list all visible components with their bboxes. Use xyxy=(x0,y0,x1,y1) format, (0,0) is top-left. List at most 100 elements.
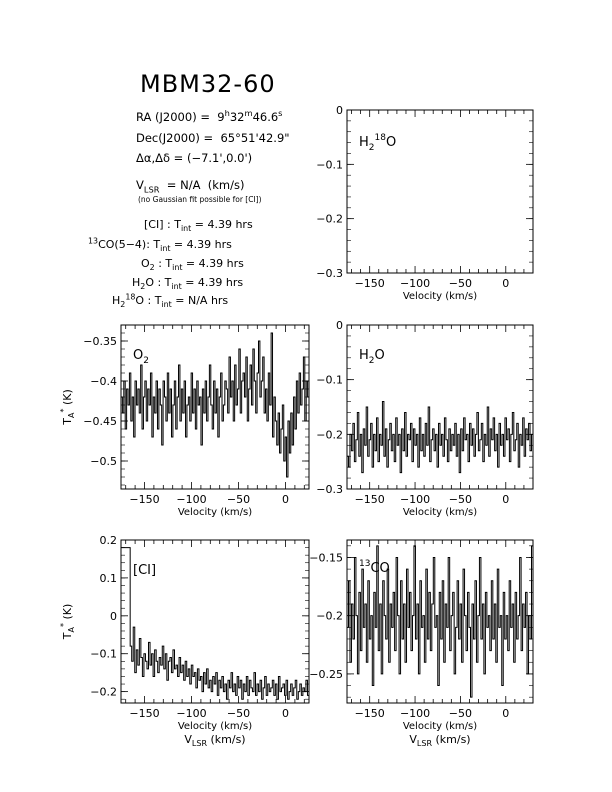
y-tick-label: −0.4 xyxy=(90,375,117,388)
panel-label: 13CO xyxy=(359,559,390,576)
offset-line: Δα,Δδ = (−7.1',0.0') xyxy=(136,151,253,165)
x-tick-label: 0 xyxy=(502,277,509,290)
panel-3: −150 −100 −50 0 0 −0.1 −0.2 −0.3 Velocity (km/s)… xyxy=(316,319,534,518)
tint-ci-value: 4.39 hrs xyxy=(207,218,253,231)
label-part: CO xyxy=(370,561,389,576)
y-tick-label: −0.3 xyxy=(316,483,343,496)
label-part: V xyxy=(409,733,417,746)
spectrum-line xyxy=(347,401,534,479)
panel-1: −150 −100 −50 0 0 −0.1 −0.2 −0.3 Velocity (km/s)… xyxy=(316,104,534,302)
label-part: 2 xyxy=(369,356,375,366)
label-part: A xyxy=(67,627,76,633)
spectrum-line xyxy=(121,332,310,478)
x-tick-label: −150 xyxy=(355,493,385,506)
y-tick-label: −0.3 xyxy=(316,267,343,280)
y-tick-label: −0.2 xyxy=(90,686,117,699)
x-axis-label: Velocity (km/s) xyxy=(403,291,477,302)
y-tick-label: 0 xyxy=(336,319,343,332)
label-part: 2 xyxy=(369,143,375,153)
x-tick-label: −50 xyxy=(449,277,472,290)
panel-label: [CI] xyxy=(133,563,156,578)
spectrum-line xyxy=(347,545,534,698)
tint-o2: O2 : Tint = 4.39 hrs xyxy=(141,257,244,273)
x-tick-label: −50 xyxy=(227,493,250,506)
x-tick-label: −150 xyxy=(129,493,159,506)
y-tick-label: 0 xyxy=(336,104,343,117)
tint-h218o-value: N/A hrs xyxy=(187,294,229,307)
x-axis-label-vlsr: VLSR (km/s) xyxy=(409,733,470,748)
label-part: * xyxy=(59,623,68,627)
plot-frame xyxy=(120,539,310,704)
x-tick-label: 0 xyxy=(282,493,289,506)
panel-label: H2O xyxy=(359,348,385,366)
x-tick-label: −100 xyxy=(400,277,430,290)
label-part: V xyxy=(184,733,192,746)
x-tick-label: −100 xyxy=(400,493,430,506)
label-part: (km/s) xyxy=(207,733,246,746)
tint-h2o-value: 4.39 hrs xyxy=(197,276,244,289)
y-tick-label: −0.2 xyxy=(316,428,343,441)
tint-ci: [CI] : Tint = 4.39 hrs xyxy=(144,218,253,234)
y-tick-label: 0 xyxy=(110,610,117,623)
label-part: (km/s) xyxy=(432,733,471,746)
x-axis-label: Velocity (km/s) xyxy=(178,721,252,732)
y-tick-label: 0.1 xyxy=(100,572,118,585)
x-tick-label: −100 xyxy=(400,707,430,720)
y-tick-label: −0.35 xyxy=(83,335,117,348)
x-tick-label: 0 xyxy=(502,707,509,720)
label-part: 13 xyxy=(359,559,370,569)
gaussian-note: (no Gaussian fit possible for [CI]) xyxy=(138,195,262,204)
label-part: 2 xyxy=(143,356,149,366)
panel-label: H218O xyxy=(359,133,396,153)
x-axis-label-vlsr: VLSR (km/s) xyxy=(184,733,245,748)
y-axis-label: TA* (K) xyxy=(59,389,76,426)
plot-frame xyxy=(346,324,534,490)
label-part: [CI] xyxy=(133,563,156,578)
panel-label: O2 xyxy=(133,348,149,366)
label-part: O xyxy=(386,135,396,150)
label-part: H xyxy=(359,135,369,150)
y-tick-label: −0.45 xyxy=(83,415,117,428)
label-part: LSR xyxy=(192,739,208,748)
x-axis-label: Velocity (km/s) xyxy=(403,507,477,518)
label-part: (K) xyxy=(61,604,74,623)
x-tick-label: −50 xyxy=(227,707,250,720)
x-tick-label: 0 xyxy=(502,493,509,506)
x-tick-label: −50 xyxy=(449,493,472,506)
y-tick-label: −0.15 xyxy=(309,551,343,564)
tint-h2o: H2O : Tint = 4.39 hrs xyxy=(132,276,244,292)
ra-line: RA (J2000) = 9h32m46.6s xyxy=(136,108,283,124)
spectrum-line xyxy=(121,547,310,700)
y-tick-label: −0.1 xyxy=(316,158,343,171)
label-part: * xyxy=(59,409,68,413)
label-part: (K) xyxy=(61,389,74,408)
x-tick-label: −50 xyxy=(449,707,472,720)
label-part: O xyxy=(375,348,385,363)
y-tick-label: −0.1 xyxy=(90,648,117,661)
x-axis-label: Velocity (km/s) xyxy=(403,721,477,732)
label-part: T xyxy=(61,632,74,640)
y-tick-label: −0.25 xyxy=(309,668,343,681)
panel-5: −150 −100 −50 0 −0.15 −0.2 −0.25 Velocity (km/s… xyxy=(309,539,534,748)
label-part: 18 xyxy=(375,133,387,143)
x-tick-label: −150 xyxy=(129,707,159,720)
x-tick-label: −150 xyxy=(355,277,385,290)
label-part: T xyxy=(61,418,74,426)
y-tick-label: −0.2 xyxy=(316,610,343,623)
x-tick-label: −150 xyxy=(355,707,385,720)
dec-line: Dec(J2000) = 65°51'42.9" xyxy=(136,131,290,145)
label-part: LSR xyxy=(417,739,433,748)
tint-h218o: H218O : Tint = N/A hrs xyxy=(112,292,229,310)
x-tick-label: 0 xyxy=(282,707,289,720)
y-tick-label: −0.5 xyxy=(90,455,117,468)
panel-4: −150 −100 −50 0 0.2 0.1 0 −0.1 −0.2 Velocity (km/… xyxy=(59,534,310,748)
tint-13co-value: 4.39 hrs xyxy=(186,238,232,251)
tint-o2-value: 4.39 hrs xyxy=(198,257,244,270)
x-tick-label: −100 xyxy=(176,707,206,720)
source-title: MBM32-60 xyxy=(140,70,276,98)
plot-frame xyxy=(346,109,534,274)
y-tick-label: 0.2 xyxy=(100,534,118,547)
x-axis-label: Velocity (km/s) xyxy=(178,507,252,518)
